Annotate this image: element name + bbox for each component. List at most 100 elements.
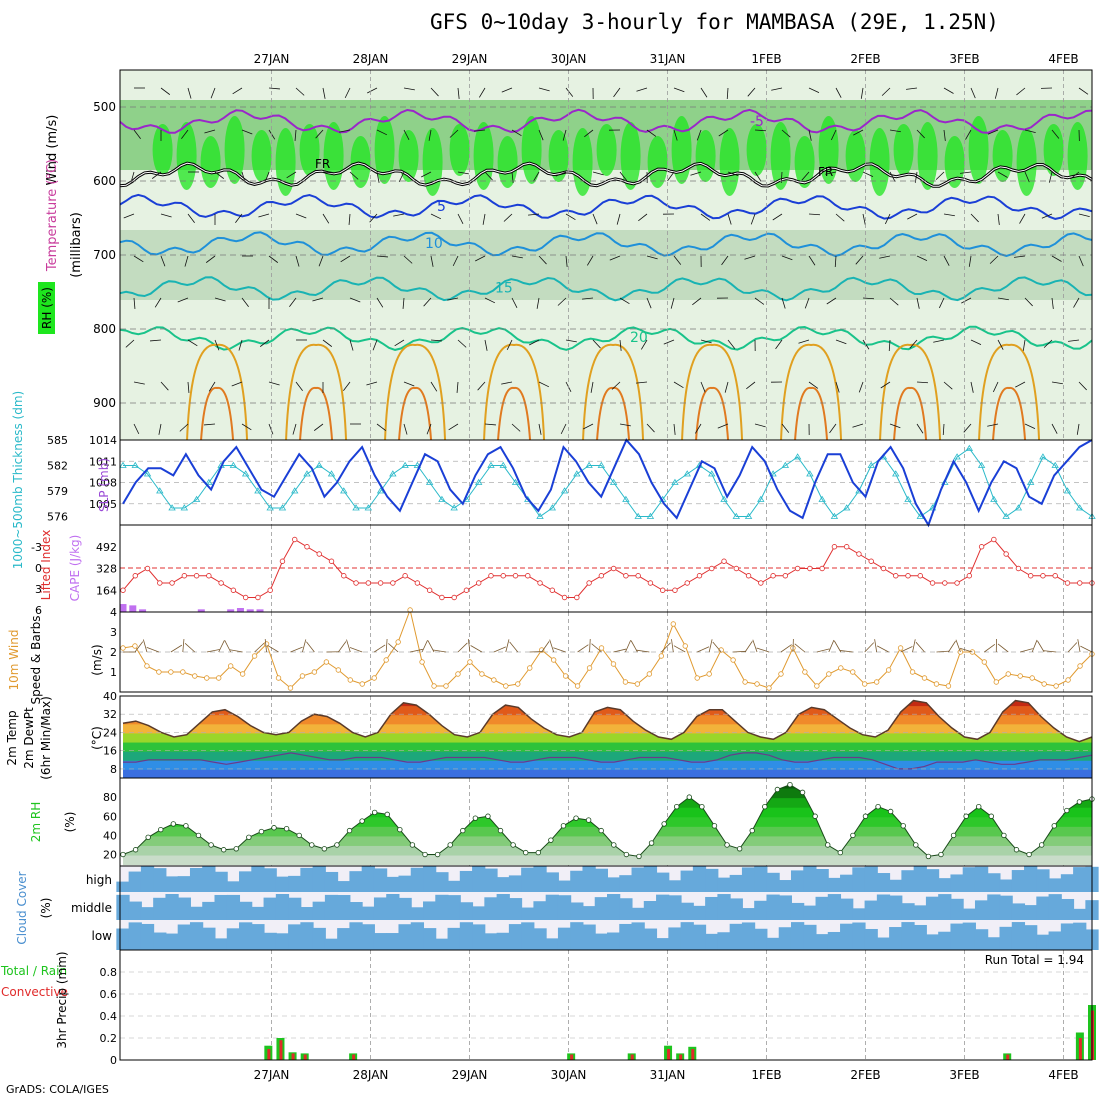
wind-barb [754,171,762,182]
surface-wind-barb [912,639,916,653]
rh-line-point [120,851,126,858]
cloud-bar [889,895,903,920]
rh-line-point [208,842,214,848]
rh-band [123,825,1092,837]
wind-barb [727,171,739,177]
ylabel-2mrh: 2m RH [29,802,43,843]
wind-barb [258,213,270,218]
date-label-top: 30JAN [551,52,587,66]
wind-speed-line-point [622,679,629,685]
wind-barb [393,213,405,217]
wind-barb [943,255,950,266]
wind-speed-line-point [754,681,760,687]
ylabel-millibars: (millibars) [69,212,84,278]
cloud-bar [226,928,241,950]
cape-bar [227,609,235,612]
wind-speed-line-point [634,681,641,687]
wind-barb [423,297,432,307]
cloud-bar [263,897,277,920]
cloud-bar [116,881,130,892]
ylabel-precip: 3hr Precip (mm) [55,951,69,1048]
surface-wind-barb [864,642,875,653]
rh-line-point [258,828,265,835]
cloud-bar [607,932,621,950]
date-label-bottom: 30JAN [551,1068,587,1082]
wind-barb [638,213,648,222]
surface-wind-barb [218,640,225,653]
cloud-bar [214,938,228,950]
cloud-bar [484,933,498,950]
rh-line-point [397,826,403,833]
cloud-bar [1011,922,1026,950]
cloud-bar [619,898,633,920]
wind-barb [511,129,522,137]
wind-barb [619,423,631,427]
thickness-line-point [732,512,740,519]
lifted-index-line-point [684,580,690,586]
rh-blob [299,124,320,176]
wind-barb [1078,255,1084,267]
wind-barb [187,381,190,393]
surface-wind-barb [206,649,220,653]
wind-barb [367,87,378,94]
wind-barb [565,339,577,343]
cloud-bar [1024,866,1038,892]
lifted-index-line-point [598,573,605,579]
cloud-bar [889,879,903,892]
wind-speed-line-point [311,669,318,675]
cloud-bar [962,867,976,892]
tick-li: -3 [31,541,42,554]
thickness-line-point [818,495,826,502]
ylabel-li: Lifted Index [39,530,53,601]
lifted-index-line-point [451,594,457,601]
cloud-bar [435,894,449,920]
rh-line-point [988,813,995,819]
lifted-index-line-point [978,544,985,550]
wind-speed-line-point [132,643,138,649]
date-label-top: 3FEB [949,52,979,66]
date-label-top: 28JAN [353,52,389,66]
surface-wind-barb [673,645,686,653]
tick-thickness: 585 [47,434,68,447]
lifted-index-line-point [549,587,556,593]
cloud-bar [974,929,989,950]
cloud-bar [423,866,437,892]
cape-bar [139,609,147,612]
cloud-bar [324,871,339,892]
wind-barb [348,213,351,225]
wind-speed-line-point [443,683,449,689]
cloud-bar [607,894,621,920]
ylabel-rh-unit: (%) [63,812,77,833]
tick-slp: 1011 [89,455,117,468]
date-label-top: 27JAN [254,52,290,66]
isotherm-label-5: 5 [437,199,446,215]
rh-line-point [283,825,290,832]
wind-speed-line-point [527,665,533,671]
rh-blob [794,136,815,188]
cape-bar [129,605,137,612]
precip-conv-bar [630,1054,634,1060]
cloud-bar [913,924,927,950]
panel-frame-precip [119,949,1093,1061]
cloud-bar [373,897,388,920]
ylabel-wind: Wind (m/s) [45,115,60,186]
wind-barb [750,213,756,225]
tick-precip: 0 [110,1054,117,1067]
cloud-bar [373,933,388,950]
wind-barb [670,297,675,309]
wind-barb [808,129,812,141]
rh-line-point [233,846,239,852]
cloud-bar [570,902,584,920]
lifted-index-line-point [377,580,384,586]
thickness-line-point [892,470,900,477]
cloud-bar [312,866,326,892]
wind-barb [994,87,999,99]
cloud-bar [594,897,608,920]
wind-speed-line-point [850,669,856,675]
wind-barb [721,255,729,266]
surface-wind-barb [752,639,758,653]
rh-bands [123,784,1092,866]
tick-cape: 492 [96,541,117,554]
rh-line-point [875,803,881,810]
wind-barb [241,129,253,135]
